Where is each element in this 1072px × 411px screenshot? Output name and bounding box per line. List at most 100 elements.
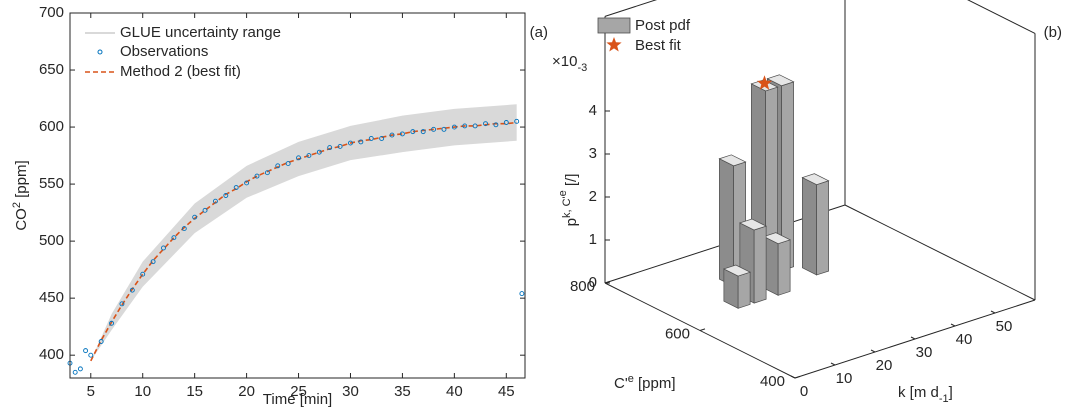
panel-label: (b) <box>1044 24 1062 41</box>
k-tick-label: 10 <box>836 370 853 387</box>
z-tick-label: 4 <box>589 102 597 119</box>
k-axis-label: k [m d-1] <box>898 384 953 405</box>
observation <box>140 271 146 277</box>
k-axis-label-part: ] <box>949 384 953 401</box>
observation <box>223 193 229 198</box>
observation <box>348 140 353 146</box>
box-edge <box>844 204 1036 301</box>
observation <box>77 366 83 372</box>
legend-best-fit <box>606 37 622 52</box>
x-axis-label: Time [min] <box>263 391 332 408</box>
observation <box>202 207 208 213</box>
k-tick-label: 0 <box>800 383 808 400</box>
x-tick-label: 10 <box>134 383 151 400</box>
z-axis-label-part: [/] <box>563 174 580 191</box>
x-tick-label: 15 <box>186 383 203 400</box>
observation <box>306 153 312 159</box>
observation <box>285 161 291 167</box>
z-tick-label: 3 <box>589 145 597 162</box>
k-axis-label-part: k [m d <box>898 384 939 401</box>
best-fit-marker <box>756 75 773 90</box>
x-tick-label: 35 <box>394 383 411 400</box>
bar-side <box>802 176 817 276</box>
y-tick-label: 700 <box>39 4 64 21</box>
x-tick-label: 5 <box>87 383 95 400</box>
ce-tick-label: 800 <box>570 278 595 295</box>
ce-tick-label: 600 <box>665 325 690 342</box>
observation <box>451 124 457 130</box>
legend-label: Best fit <box>635 37 682 54</box>
z-axis-label: pk, C'e [/] <box>557 174 580 227</box>
observation <box>181 226 187 232</box>
k-axis-label-part: -1 <box>939 393 949 405</box>
legend-label: GLUE uncertainty range <box>120 24 281 41</box>
panel-label: (a) <box>530 24 548 41</box>
z-tick-label: 1 <box>589 231 597 248</box>
box-edge <box>604 0 658 17</box>
y-tick-label: 600 <box>39 118 64 135</box>
z-axis-label-part: k, C' <box>561 196 573 218</box>
legend-label: Observations <box>120 43 208 60</box>
observation <box>72 369 78 375</box>
k-tick-label: 30 <box>916 344 933 361</box>
y-tick-label: 400 <box>39 346 64 363</box>
observation <box>98 339 104 344</box>
observation <box>244 180 250 186</box>
bar-front <box>737 271 751 309</box>
observation <box>83 348 89 354</box>
observation <box>410 129 416 135</box>
observation <box>368 136 374 141</box>
y-tick-label: 450 <box>39 289 64 306</box>
observation <box>129 287 135 293</box>
observation <box>171 235 177 241</box>
observation <box>109 320 115 326</box>
observation <box>483 121 488 127</box>
observation <box>337 144 343 149</box>
y-tick-label: 500 <box>39 232 64 249</box>
x-tick-label: 30 <box>342 383 359 400</box>
ce-axis-label-part: C' <box>614 375 628 392</box>
ce-axis-label-part: e <box>628 373 634 385</box>
z-axis-label-part: e <box>557 190 569 196</box>
legend-label: Post pdf <box>635 17 691 34</box>
observation <box>358 139 364 145</box>
observation <box>296 155 301 161</box>
z-tick-label: 2 <box>589 188 597 205</box>
observation <box>514 118 520 124</box>
observation <box>420 129 426 135</box>
k-tick-label: 20 <box>876 357 893 374</box>
legend-label: Method 2 (best fit) <box>120 63 241 80</box>
z-axis-label-part: p <box>563 218 580 226</box>
bar-front <box>777 239 791 296</box>
legend-post-pdf <box>597 17 631 34</box>
observation <box>462 123 468 129</box>
ce-axis-label: C'e [ppm] <box>614 373 676 392</box>
observation <box>150 259 156 265</box>
z-exponent: ×10-3 <box>552 53 587 74</box>
observation <box>327 145 333 151</box>
observation <box>379 136 385 141</box>
x-tick-label: 20 <box>238 383 255 400</box>
bar-top <box>738 218 768 231</box>
y-tick-label: 550 <box>39 175 64 192</box>
ce-tick-label: 400 <box>760 373 785 390</box>
axes-box <box>69 12 526 379</box>
observation <box>441 126 447 132</box>
bar-top <box>801 173 830 186</box>
observation <box>389 132 395 138</box>
bar-top <box>762 232 792 245</box>
y-axis-label: CO2 [ppm] <box>11 160 30 230</box>
observation <box>316 149 322 155</box>
z-exponent-part: ×10 <box>552 53 577 70</box>
observation <box>493 122 499 128</box>
y-axis-label-part: CO <box>13 208 30 231</box>
observation <box>212 198 218 204</box>
ce-axis-label-part: [ppm] <box>634 375 676 392</box>
observation <box>88 352 94 358</box>
ce-tick <box>794 375 801 379</box>
observation <box>519 291 525 297</box>
k-tick <box>990 310 996 314</box>
k-tick <box>870 349 876 353</box>
